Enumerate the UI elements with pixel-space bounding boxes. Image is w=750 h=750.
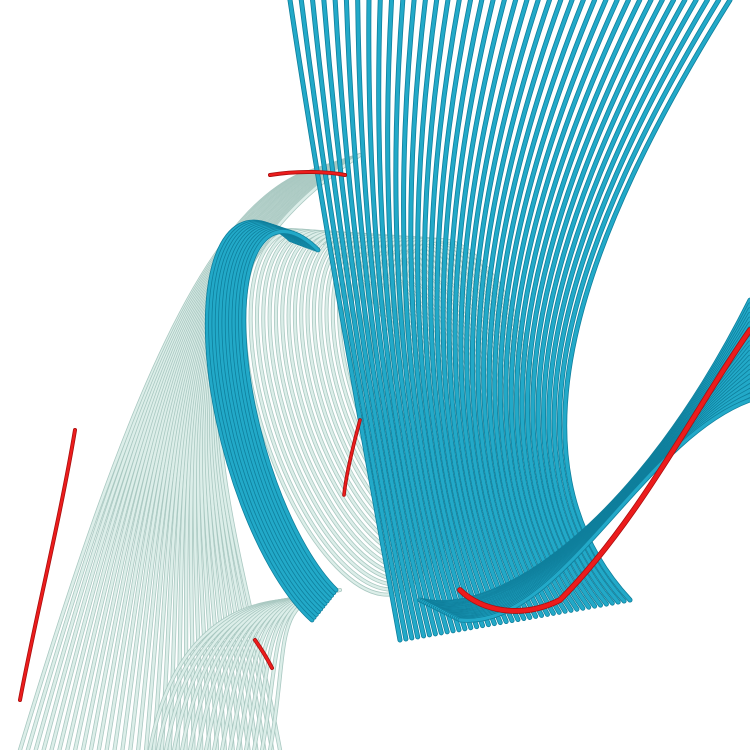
blue-streamline	[333, 0, 426, 638]
blue-streamline	[447, 0, 508, 624]
blue-streamline	[299, 0, 408, 641]
blue-vortex-rings	[204, 219, 339, 623]
blue-streamline	[531, 0, 665, 608]
blue-streamline	[344, 0, 432, 637]
blue-streamline	[322, 0, 420, 639]
blue-streamline	[520, 0, 642, 610]
blue-streamline	[377, 0, 449, 634]
blue-streamline	[459, 0, 520, 622]
blue-streamline	[476, 0, 552, 619]
red-streamline	[457, 327, 750, 613]
blue-streamline	[441, 0, 502, 625]
blue-vortex-ring	[242, 229, 338, 592]
blue-streamline	[409, 0, 473, 630]
red-highlight-streamlines	[18, 169, 750, 702]
blue-streamline	[367, 0, 443, 635]
blue-streamline	[435, 0, 497, 626]
blue-streamline	[541, 0, 687, 606]
blue-streamline	[504, 0, 608, 613]
blue-streamline	[453, 0, 514, 623]
blue-streamline	[385, 0, 455, 633]
blue-streamline	[422, 0, 485, 628]
blue-streamline	[310, 0, 414, 640]
blue-streamline	[415, 0, 479, 629]
blue-streamline	[464, 0, 529, 621]
blue-lower-streamline	[458, 398, 750, 622]
blue-streamlines	[287, 0, 733, 643]
blue-streamline	[355, 0, 438, 636]
blue-streamline	[401, 0, 467, 631]
red-streamline	[343, 419, 361, 496]
red-streamline	[268, 170, 347, 177]
blue-streamline	[547, 0, 698, 605]
blue-streamline	[288, 0, 402, 642]
blue-streamline	[536, 0, 676, 607]
blue-streamline	[487, 0, 574, 617]
blue-streamline	[509, 0, 619, 612]
blue-streamline	[514, 0, 631, 611]
red-streamline	[18, 428, 77, 702]
blue-streamline	[525, 0, 653, 609]
blue-streamline	[493, 0, 586, 616]
red-streamline	[253, 638, 274, 670]
blue-streamline	[481, 0, 563, 618]
blue-streamline	[470, 0, 540, 620]
blue-streamline	[394, 0, 461, 632]
blue-streamline	[429, 0, 491, 627]
blue-streamline	[498, 0, 597, 615]
pale-streamlines	[17, 152, 363, 750]
